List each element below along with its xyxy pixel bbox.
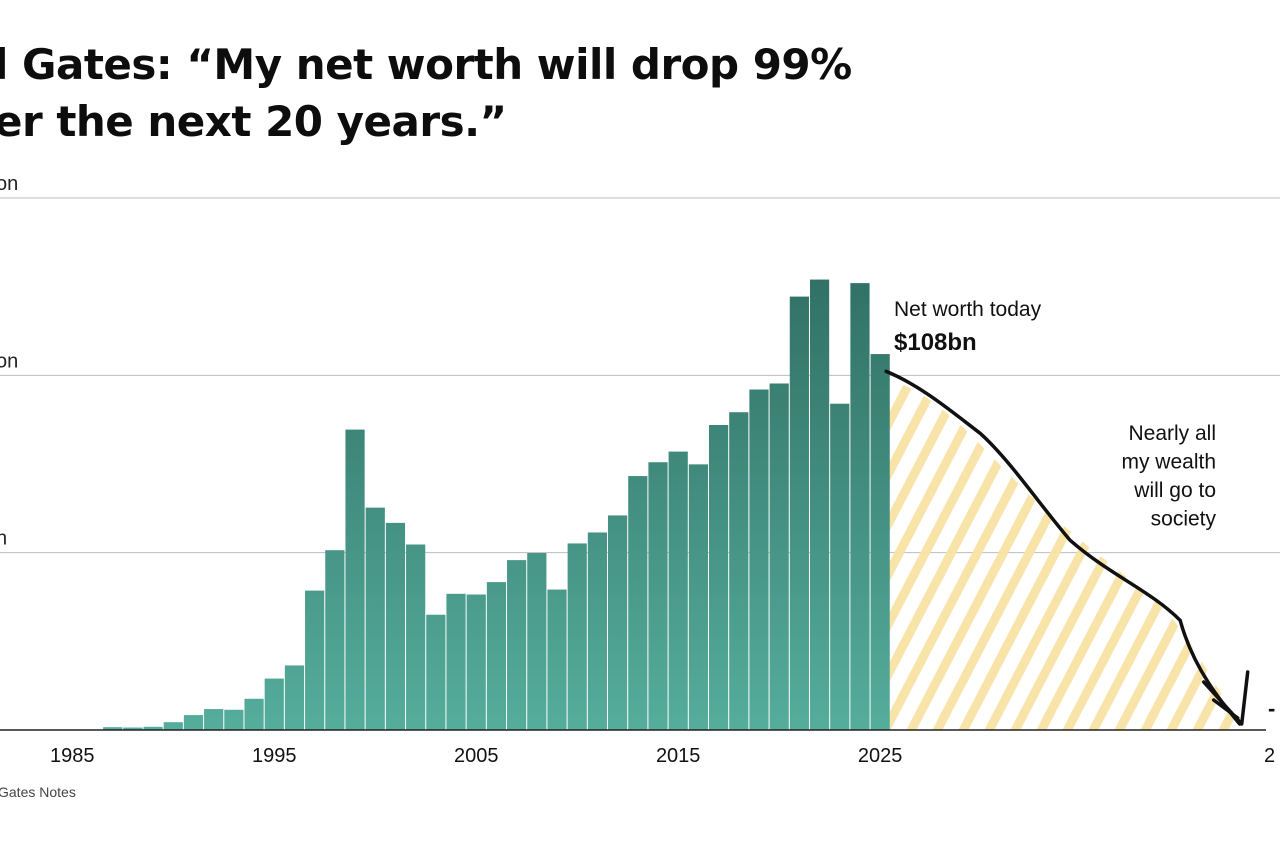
- bar: [628, 476, 648, 730]
- society-label-line: society: [1151, 508, 1217, 531]
- bar: [547, 589, 567, 730]
- bar: [385, 522, 406, 730]
- bar: [608, 515, 628, 730]
- today-label: Net worth today: [894, 298, 1042, 321]
- bar: [769, 383, 789, 730]
- bar: [406, 544, 426, 730]
- bar: [325, 550, 345, 730]
- x-tick-label: 2: [1264, 745, 1275, 767]
- bar: [830, 403, 850, 730]
- bar: [527, 553, 547, 730]
- bar: [688, 464, 708, 730]
- bar: [163, 722, 183, 730]
- x-tick-label: 2005: [454, 745, 499, 767]
- end-marker: -: [1268, 696, 1275, 721]
- y-gridline-label: n: [0, 528, 7, 550]
- bar: [850, 283, 870, 730]
- society-label-line: Nearly all: [1128, 422, 1216, 445]
- bar: [143, 726, 163, 730]
- bar: [870, 354, 890, 730]
- bar: [567, 543, 587, 730]
- society-label-line: my wealth: [1121, 451, 1216, 474]
- bar: [183, 715, 204, 730]
- bar: [244, 698, 264, 730]
- bar: [305, 590, 325, 730]
- bar: [345, 429, 365, 730]
- bar: [587, 532, 608, 730]
- bar: [708, 424, 729, 730]
- bar: [648, 462, 668, 730]
- today-value: $108bn: [894, 329, 977, 356]
- x-tick-label: 2025: [858, 745, 903, 767]
- bar: [224, 709, 244, 730]
- bar: [264, 678, 284, 730]
- bar: [809, 279, 830, 730]
- arrow-head: [1201, 670, 1250, 726]
- bar: [789, 296, 809, 730]
- x-tick-label: 1985: [50, 745, 95, 767]
- bar: [123, 727, 143, 730]
- bar: [446, 593, 466, 730]
- decline-arrow: [884, 369, 1242, 726]
- bar: [466, 594, 486, 730]
- y-gridline-label: on: [0, 173, 18, 195]
- source-note: Gates Notes: [0, 784, 76, 800]
- x-tick-label: 1995: [252, 745, 297, 767]
- society-label-line: will go to: [1133, 479, 1216, 502]
- bar: [103, 727, 123, 730]
- bar: [486, 582, 507, 730]
- bar: [426, 614, 446, 730]
- bar: [668, 451, 688, 730]
- bar: [729, 412, 749, 730]
- bar: [204, 709, 224, 730]
- bar: [507, 560, 527, 730]
- y-gridline-label: on: [0, 350, 18, 372]
- chart-title-line-2: er the next 20 years.”: [0, 97, 507, 146]
- x-tick-label: 2015: [656, 745, 701, 767]
- bar: [365, 507, 385, 730]
- bar: [284, 665, 305, 730]
- bar: [749, 389, 769, 730]
- chart-title-line-1: l Gates: “My net worth will drop 99%: [0, 40, 852, 89]
